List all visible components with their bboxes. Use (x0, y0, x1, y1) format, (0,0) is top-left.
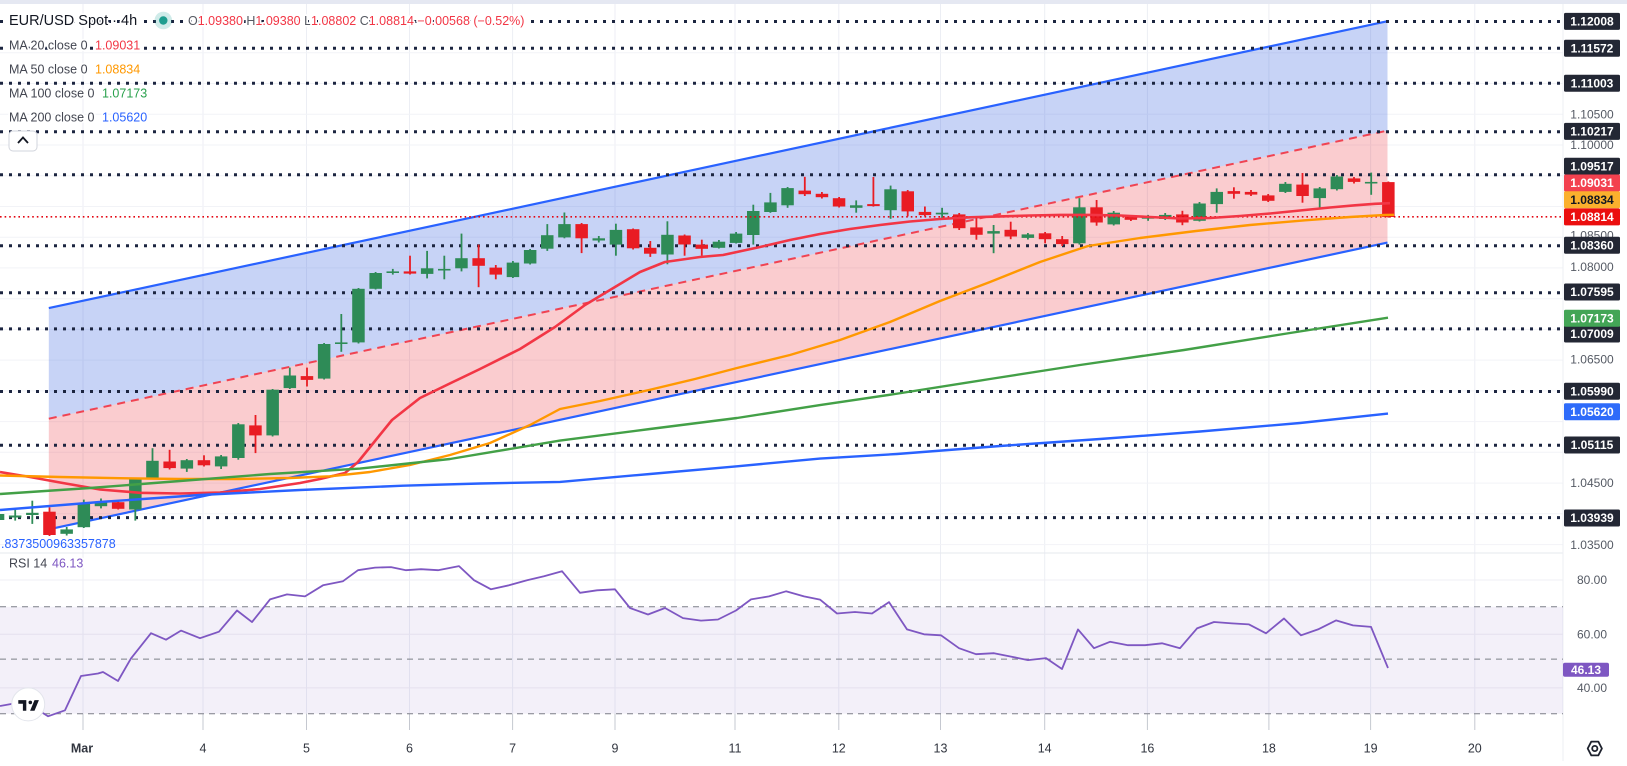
svg-text:12: 12 (832, 742, 846, 756)
svg-text:9: 9 (612, 742, 619, 756)
svg-text:11: 11 (729, 742, 742, 756)
svg-text:20: 20 (1468, 742, 1482, 756)
svg-text:1.07173: 1.07173 (1570, 311, 1614, 325)
svg-text:5: 5 (303, 742, 310, 756)
svg-text:80.00: 80.00 (1577, 573, 1607, 587)
svg-text:1.10217: 1.10217 (1570, 125, 1614, 139)
svg-text:MA 50 close 0: MA 50 close 0 (9, 63, 88, 77)
svg-text:MA 200 close 0: MA 200 close 0 (9, 111, 95, 125)
svg-text:18: 18 (1262, 742, 1276, 756)
svg-text:19: 19 (1364, 742, 1378, 756)
svg-text:4: 4 (200, 742, 207, 756)
svg-text:1.10500: 1.10500 (1570, 107, 1614, 121)
svg-text:1.12008: 1.12008 (1570, 15, 1614, 29)
svg-text:1.03939: 1.03939 (1570, 511, 1614, 525)
svg-text:46.13: 46.13 (1571, 663, 1601, 677)
svg-text:EUR/USD Spot · 4h: EUR/USD Spot · 4h (9, 13, 137, 29)
svg-text:6: 6 (406, 742, 413, 756)
svg-text:1.07009: 1.07009 (1570, 327, 1614, 341)
svg-text:Mar: Mar (71, 742, 93, 756)
svg-text:1.04500: 1.04500 (1570, 476, 1614, 490)
svg-text:1.11572: 1.11572 (1571, 41, 1614, 55)
svg-text:1.06500: 1.06500 (1570, 353, 1614, 367)
svg-text:46.13: 46.13 (52, 557, 83, 571)
svg-text:1.05115: 1.05115 (1571, 438, 1614, 452)
svg-text:.8373500963357878: .8373500963357878 (1, 537, 116, 551)
svg-text:1.08834: 1.08834 (95, 63, 140, 77)
svg-text:1.05620: 1.05620 (1570, 405, 1614, 419)
svg-text:1.11003: 1.11003 (1571, 77, 1614, 91)
svg-text:1.09031: 1.09031 (95, 39, 140, 53)
svg-text:1.09517: 1.09517 (1570, 160, 1614, 174)
svg-text:1.09031: 1.09031 (1570, 176, 1614, 190)
svg-text:1.07595: 1.07595 (1570, 285, 1614, 299)
svg-text:13: 13 (934, 742, 948, 756)
svg-text:7: 7 (509, 742, 516, 756)
svg-text:O1.09380 H1.09380 L1.08802 C1.: O1.09380 H1.09380 L1.08802 C1.08814 −0.0… (188, 14, 524, 28)
svg-text:1.03500: 1.03500 (1570, 538, 1614, 552)
svg-text:1.05620: 1.05620 (102, 111, 147, 125)
svg-text:16: 16 (1140, 742, 1154, 756)
svg-text:MA 100 close 0: MA 100 close 0 (9, 87, 95, 101)
svg-text:1.08360: 1.08360 (1570, 239, 1614, 253)
svg-text:60.00: 60.00 (1577, 628, 1607, 642)
svg-text:1.05990: 1.05990 (1570, 385, 1614, 399)
svg-text:RSI 14: RSI 14 (9, 557, 47, 571)
svg-text:1.08834: 1.08834 (1570, 193, 1614, 207)
svg-text:1.08000: 1.08000 (1570, 260, 1614, 274)
svg-text:1.07173: 1.07173 (102, 87, 147, 101)
svg-text:MA 20 close 0: MA 20 close 0 (9, 39, 88, 53)
svg-text:1.08814: 1.08814 (1570, 210, 1614, 224)
svg-text:14: 14 (1038, 742, 1052, 756)
svg-text:40.00: 40.00 (1577, 681, 1607, 695)
svg-text:1.10000: 1.10000 (1570, 138, 1614, 152)
